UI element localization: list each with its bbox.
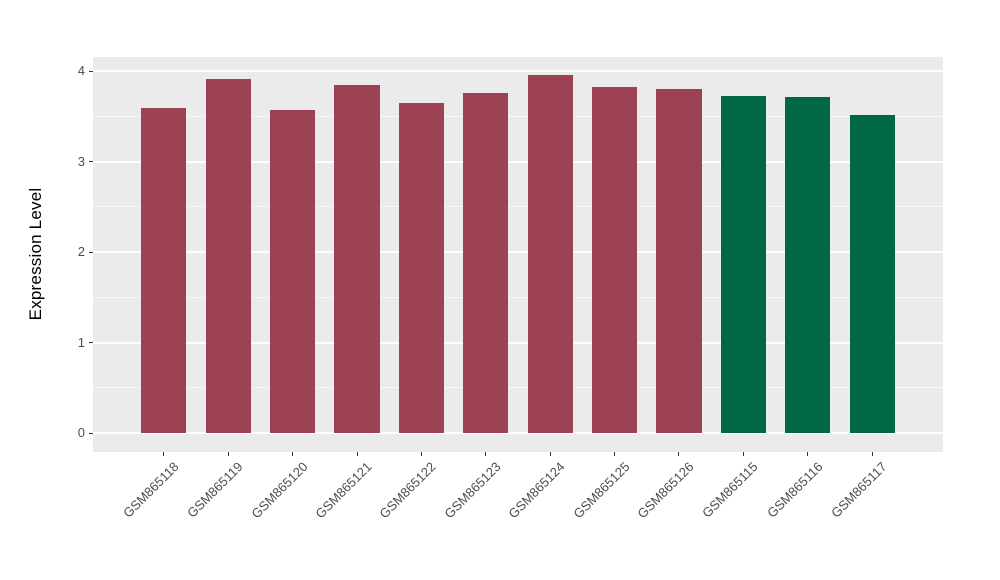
bar bbox=[270, 109, 316, 433]
bar bbox=[720, 96, 766, 433]
bar bbox=[398, 102, 444, 433]
x-tick bbox=[871, 452, 873, 456]
gridline-major bbox=[93, 251, 943, 253]
y-tick-label: 0 bbox=[77, 425, 85, 440]
y-tick bbox=[89, 342, 93, 343]
x-tick-label: GSM865115 bbox=[699, 459, 761, 521]
x-tick bbox=[549, 452, 551, 456]
y-tick-label: 4 bbox=[77, 63, 85, 78]
bar bbox=[785, 97, 831, 433]
x-tick-label: GSM865119 bbox=[184, 459, 246, 521]
gridline-major bbox=[93, 160, 943, 163]
x-tick-label: GSM865117 bbox=[828, 459, 890, 521]
x-tick-label: GSM865124 bbox=[505, 459, 568, 522]
gridline-minor bbox=[93, 387, 943, 389]
bar bbox=[849, 115, 895, 433]
y-tick bbox=[89, 161, 93, 162]
y-tick-label: 1 bbox=[77, 334, 85, 350]
gridline-minor bbox=[93, 206, 943, 208]
x-tick-label: GSM865123 bbox=[441, 459, 504, 522]
x-tick-label: GSM865122 bbox=[376, 459, 440, 522]
gridline-major bbox=[93, 432, 943, 434]
y-tick-label: 2 bbox=[77, 244, 85, 259]
x-tick bbox=[742, 452, 744, 456]
bar bbox=[656, 89, 702, 433]
x-tick bbox=[292, 452, 294, 456]
bar bbox=[592, 87, 638, 433]
x-tick-label: GSM865125 bbox=[569, 459, 633, 522]
x-tick-label: GSM865121 bbox=[312, 459, 375, 522]
y-tick bbox=[89, 251, 93, 253]
gridline-major bbox=[93, 70, 943, 72]
x-tick bbox=[678, 452, 680, 456]
gridline-minor bbox=[93, 115, 943, 117]
gridline-major bbox=[93, 341, 943, 344]
x-tick-label: GSM865116 bbox=[763, 459, 826, 521]
x-tick bbox=[485, 452, 487, 456]
x-tick bbox=[163, 452, 165, 456]
x-tick bbox=[807, 452, 809, 456]
x-tick-label: GSM865126 bbox=[634, 459, 697, 522]
bar bbox=[527, 74, 573, 433]
y-tick bbox=[89, 70, 93, 72]
bar bbox=[141, 108, 187, 433]
x-tick bbox=[614, 452, 616, 456]
y-tick bbox=[89, 432, 93, 434]
x-tick bbox=[227, 452, 229, 456]
bar bbox=[334, 85, 380, 433]
x-tick bbox=[356, 452, 358, 456]
gridline-minor bbox=[93, 296, 943, 298]
x-tick-label: GSM865120 bbox=[248, 459, 311, 522]
x-tick-label: GSM865118 bbox=[119, 459, 182, 521]
bar bbox=[205, 79, 251, 433]
y-tick-label: 3 bbox=[77, 153, 85, 169]
bar bbox=[463, 92, 509, 433]
x-tick bbox=[420, 452, 422, 456]
